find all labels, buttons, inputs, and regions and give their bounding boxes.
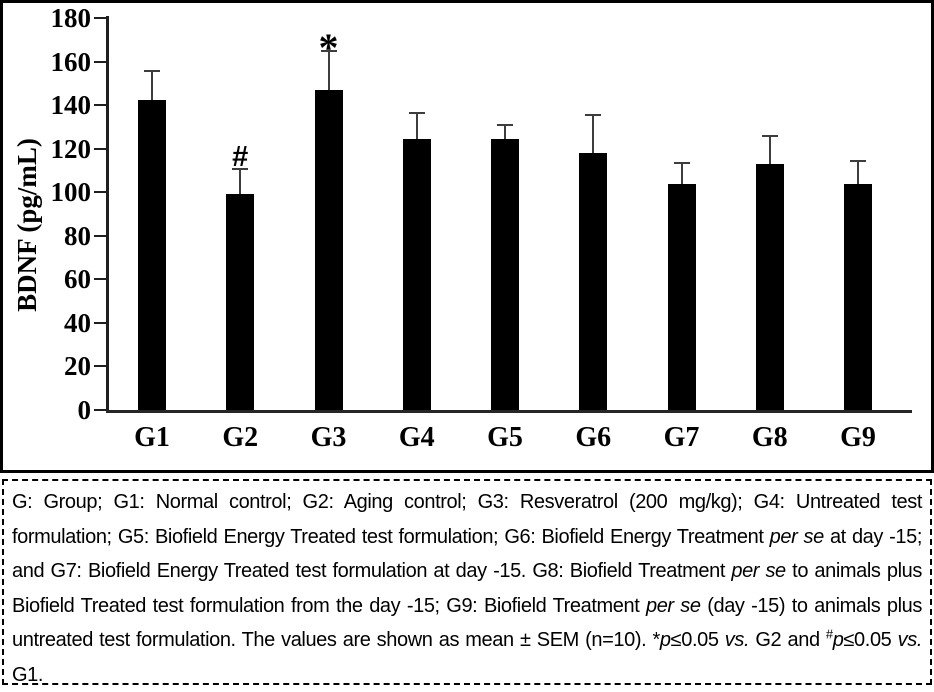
caption-text-segment: ≤0.05	[670, 629, 725, 651]
y-tick-mark	[94, 409, 106, 411]
y-tick-mark	[94, 60, 106, 63]
significance-star: *	[318, 24, 339, 70]
y-tick-mark	[94, 278, 106, 281]
caption-text-segment: G2 and	[749, 629, 826, 651]
y-tick-mark	[94, 104, 106, 107]
error-bar-stem	[415, 112, 418, 139]
error-bar-cap	[144, 70, 160, 73]
error-bar-stem	[768, 135, 771, 164]
y-tick-mark	[94, 321, 106, 324]
caption-text-segment: G1.	[12, 663, 44, 686]
figure-caption-text: G: Group; G1: Normal control; G2: Aging …	[12, 485, 922, 692]
error-bar-stem	[680, 162, 683, 184]
caption-text-segment: ≤0.05	[843, 629, 898, 651]
y-tick-label: 160	[50, 46, 92, 77]
y-tick-mark	[94, 147, 106, 150]
bar-G9	[844, 183, 872, 410]
y-tick-mark	[94, 191, 106, 194]
y-tick-label: 60	[64, 264, 91, 295]
y-tick-label: 20	[64, 351, 91, 382]
error-bar-stem	[327, 50, 330, 90]
caption-sig-symbol: #	[825, 626, 833, 642]
bar-chart-plot: 0 20 40 60 80 100 120 140 160 180 G1 G2 # G3 * G4 G5 G6 G7…	[3, 3, 931, 470]
error-bar-cap	[761, 134, 778, 137]
bar-G8	[755, 163, 784, 410]
caption-text-segment: G: Group; G1: Normal control; G2: Aging …	[12, 491, 922, 548]
x-label-G6: G6	[575, 422, 612, 453]
caption-text-segment: vs.	[897, 629, 923, 651]
y-tick-label: 180	[50, 3, 92, 33]
error-bar-cap	[408, 111, 425, 114]
bdnf-bar-chart-figure: BDNF (pg/mL) 0 20 40 60 80 100 120 140 160 180 G1 G…	[0, 0, 934, 473]
caption-text-segment: (day -15) to animals plus untreated test…	[12, 594, 922, 652]
y-axis-line	[106, 16, 109, 410]
x-label-G1: G1	[134, 422, 170, 453]
error-bar-stem	[239, 169, 242, 195]
error-bar-cap	[497, 123, 513, 126]
error-bar-cap	[320, 49, 337, 52]
caption-text-segment: per se	[645, 594, 701, 617]
caption-text-segment: per se	[769, 525, 825, 548]
error-bar-cap	[585, 113, 602, 116]
caption-text-segment: *	[652, 629, 661, 651]
y-tick-mark	[94, 17, 106, 19]
caption-text-segment: to animals plus Biofield Treated test fo…	[12, 560, 923, 617]
y-tick-label: 100	[50, 177, 92, 208]
y-tick-label: 120	[50, 133, 92, 164]
caption-text-segment: per se	[731, 560, 786, 582]
x-label-G3: G3	[310, 422, 347, 453]
bar-G7	[667, 183, 696, 410]
bar-G2	[226, 194, 255, 410]
error-bar-stem	[504, 124, 506, 139]
error-bar-cap	[673, 161, 690, 164]
error-bar-stem	[151, 71, 153, 100]
y-tick-label: 40	[64, 307, 91, 338]
y-tick-label: 0	[77, 395, 92, 425]
error-bar-cap	[850, 159, 866, 162]
caption-text-segment: p	[832, 629, 844, 651]
x-label-G7: G7	[663, 422, 700, 453]
y-tick-mark	[94, 234, 106, 237]
x-label-G9: G9	[840, 422, 876, 453]
y-tick-label: 80	[64, 220, 91, 251]
bar-G3	[314, 89, 343, 410]
caption-text-segment: p	[659, 629, 671, 651]
y-tick-label: 140	[50, 90, 92, 121]
bar-G5	[491, 138, 519, 410]
significance-hash: #	[232, 141, 249, 174]
x-label-G8: G8	[751, 422, 788, 453]
caption-text-segment: at day -15; and G7: Biofield Energy Trea…	[12, 525, 922, 583]
x-label-G5: G5	[487, 422, 523, 453]
bar-G4	[402, 138, 431, 410]
figure-caption-box: G: Group; G1: Normal control; G2: Aging …	[2, 479, 932, 686]
caption-text-segment: vs.	[724, 629, 750, 651]
x-label-G2: G2	[222, 422, 259, 453]
error-bar-stem	[857, 160, 859, 184]
x-label-G4: G4	[398, 422, 435, 453]
x-axis-line	[106, 410, 912, 413]
error-bar-stem	[592, 114, 595, 154]
bar-G1	[138, 99, 166, 410]
y-tick-mark	[94, 365, 106, 368]
error-bar-cap	[232, 168, 249, 171]
bar-G6	[579, 153, 608, 410]
